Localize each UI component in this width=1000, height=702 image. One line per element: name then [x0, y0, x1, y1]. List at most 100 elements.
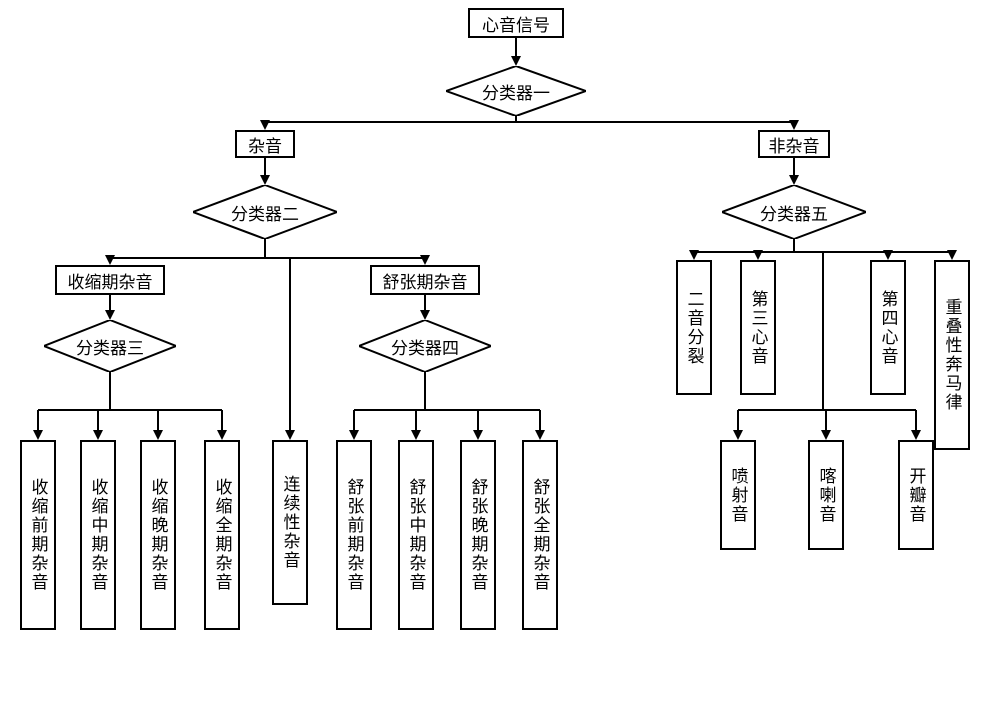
edge-v	[97, 410, 99, 432]
node-label: 收缩前期杂音	[26, 478, 51, 592]
edge-v	[915, 410, 917, 432]
node-label: 开瓣音	[904, 467, 929, 524]
arrowhead-icon	[883, 250, 893, 260]
node-label: 第三心音	[746, 290, 771, 366]
flowchart-canvas: 心音信号分类器一杂音 非杂音分类器二 分类器五收缩期杂音 舒张期杂音分类器三 分类器四 二…	[0, 0, 1000, 702]
node-label: 分类器二	[193, 185, 337, 239]
node-cls4: 分类器四	[359, 320, 491, 372]
node-label: 重叠性奔马律	[940, 298, 965, 412]
node-s3: 第三心音	[740, 260, 776, 395]
node-sys_mid: 收缩中期杂音	[80, 440, 116, 630]
node-s4: 第四心音	[870, 260, 906, 395]
edge-h	[354, 409, 540, 411]
node-sys_full: 收缩全期杂音	[204, 440, 240, 630]
edge-v	[737, 410, 739, 432]
arrowhead-icon	[33, 430, 43, 440]
arrowhead-icon	[789, 120, 799, 130]
edge-v	[157, 410, 159, 432]
node-dia_full: 舒张全期杂音	[522, 440, 558, 630]
arrowhead-icon	[535, 430, 545, 440]
node-gallop: 重叠性奔马律	[934, 260, 970, 450]
node-click: 喀喇音	[808, 440, 844, 550]
node-cls5: 分类器五	[722, 185, 866, 239]
node-label: 舒张前期杂音	[342, 478, 367, 592]
node-label: 喷射音	[726, 467, 751, 524]
arrowhead-icon	[511, 56, 521, 66]
edge-v	[822, 252, 824, 410]
arrowhead-icon	[753, 250, 763, 260]
node-dia_early: 舒张前期杂音	[336, 440, 372, 630]
edge-h	[265, 121, 794, 123]
edge-v	[825, 410, 827, 432]
arrowhead-icon	[105, 255, 115, 265]
arrowhead-icon	[153, 430, 163, 440]
node-dia_late: 舒张晚期杂音	[460, 440, 496, 630]
node-label: 收缩中期杂音	[86, 478, 111, 592]
arrowhead-icon	[947, 250, 957, 260]
node-label: 分类器三	[44, 320, 176, 372]
node-label: 杂音	[248, 132, 282, 157]
edge-h	[738, 409, 916, 411]
node-label: 舒张期杂音	[383, 268, 468, 293]
arrowhead-icon	[349, 430, 359, 440]
arrowhead-icon	[93, 430, 103, 440]
arrowhead-icon	[733, 430, 743, 440]
node-continuous: 连续性杂音	[272, 440, 308, 605]
node-s2split: 二音分裂	[676, 260, 712, 395]
node-label: 喀喇音	[814, 467, 839, 524]
edge-v	[37, 410, 39, 432]
edge-v	[109, 372, 111, 410]
node-label: 舒张全期杂音	[528, 478, 553, 592]
arrowhead-icon	[411, 430, 421, 440]
arrowhead-icon	[420, 310, 430, 320]
node-label: 收缩晚期杂音	[146, 478, 171, 592]
node-label: 非杂音	[769, 132, 820, 157]
node-nonmurmur: 非杂音	[758, 130, 830, 158]
node-diastolic: 舒张期杂音	[370, 265, 480, 295]
arrowhead-icon	[473, 430, 483, 440]
node-ejection: 喷射音	[720, 440, 756, 550]
edge-h	[38, 409, 222, 411]
edge-v	[415, 410, 417, 432]
node-label: 第四心音	[876, 290, 901, 366]
node-murmur: 杂音	[235, 130, 295, 158]
arrowhead-icon	[217, 430, 227, 440]
arrowhead-icon	[689, 250, 699, 260]
node-opening: 开瓣音	[898, 440, 934, 550]
node-cls1: 分类器一	[446, 66, 586, 116]
node-label: 分类器五	[722, 185, 866, 239]
node-sys_late: 收缩晚期杂音	[140, 440, 176, 630]
edge-v	[221, 410, 223, 432]
arrowhead-icon	[420, 255, 430, 265]
node-label: 分类器四	[359, 320, 491, 372]
edge-v	[515, 38, 517, 58]
node-cls3: 分类器三	[44, 320, 176, 372]
edge-v	[539, 410, 541, 432]
edge-v	[353, 410, 355, 432]
node-label: 收缩期杂音	[68, 268, 153, 293]
node-sys_early: 收缩前期杂音	[20, 440, 56, 630]
node-label: 舒张中期杂音	[404, 478, 429, 592]
edge-h	[110, 257, 425, 259]
edge-v	[264, 239, 266, 258]
node-label: 舒张晚期杂音	[466, 478, 491, 592]
arrowhead-icon	[260, 120, 270, 130]
node-label: 分类器一	[446, 66, 586, 116]
arrowhead-icon	[105, 310, 115, 320]
node-cls2: 分类器二	[193, 185, 337, 239]
arrowhead-icon	[821, 430, 831, 440]
node-label: 二音分裂	[682, 290, 707, 366]
edge-v	[424, 372, 426, 410]
arrowhead-icon	[911, 430, 921, 440]
arrowhead-icon	[285, 430, 295, 440]
node-systolic: 收缩期杂音	[55, 265, 165, 295]
node-root: 心音信号	[468, 8, 564, 38]
edge-v	[477, 410, 479, 432]
node-label: 收缩全期杂音	[210, 478, 235, 592]
arrowhead-icon	[260, 175, 270, 185]
node-label: 连续性杂音	[278, 475, 303, 570]
node-dia_mid: 舒张中期杂音	[398, 440, 434, 630]
node-label: 心音信号	[482, 11, 550, 36]
edge-v	[289, 258, 291, 432]
arrowhead-icon	[789, 175, 799, 185]
